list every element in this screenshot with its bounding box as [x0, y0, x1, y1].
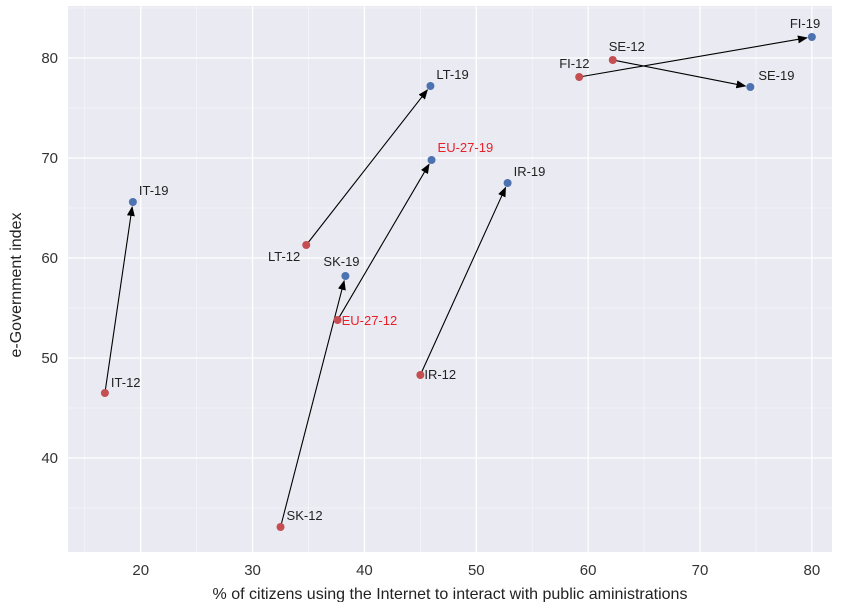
arrow-fi-12-to-fi-19	[582, 35, 808, 78]
point-label-se-12: SE-12	[609, 39, 645, 54]
point-label-sk-19: SK-19	[323, 254, 359, 269]
x-tick-label: 70	[692, 562, 709, 579]
point-labels: IT-12 IT-19 LT-12 LT-19 SK-12 SK-19 EU-27-12 EU…	[111, 16, 820, 523]
y-tick-label: 80	[41, 50, 58, 67]
tick-labels: 20 30 40 50 60 70 80 40 50 60 70 80	[41, 50, 820, 579]
point-ir-19	[503, 179, 512, 187]
point-label-sk-12: SK-12	[287, 508, 323, 523]
point-label-lt-12: LT-12	[268, 249, 300, 264]
arrow-ir-12-to-ir-19	[421, 186, 507, 373]
point-eu-27-12	[333, 316, 342, 324]
point-sk-19	[341, 272, 350, 280]
arrow-se-12-to-se-19	[615, 60, 747, 89]
point-label-se-19: SE-19	[758, 68, 794, 83]
x-tick-label: 50	[468, 562, 485, 579]
point-label-it-19: IT-19	[139, 183, 169, 198]
y-tick-label: 40	[41, 450, 58, 467]
point-label-fi-12: FI-12	[559, 56, 589, 71]
point-se-12	[608, 56, 617, 64]
point-label-fi-19: FI-19	[790, 16, 820, 31]
x-axis-label: % of citizens using the Internet to inte…	[213, 586, 688, 602]
arrow-eu-27-12-to-eu-27-19	[338, 163, 430, 318]
x-tick-label: 60	[580, 562, 597, 579]
point-it-19	[128, 198, 137, 206]
arrow-lt-12-to-lt-19	[307, 89, 428, 243]
point-label-it-12: IT-12	[111, 375, 141, 390]
y-tick-label: 60	[41, 250, 58, 267]
point-sk-12	[276, 523, 285, 531]
grid	[68, 6, 832, 552]
y-tick-label: 50	[41, 350, 58, 367]
point-label-eu-27-12: EU-27-12	[342, 313, 398, 328]
point-fi-12	[575, 73, 584, 81]
data-points	[100, 33, 816, 531]
x-tick-label: 80	[804, 562, 821, 579]
y-axis-label: e-Government index	[8, 213, 25, 358]
arrows	[104, 35, 808, 525]
point-eu-27-19	[427, 156, 436, 164]
x-tick-label: 30	[244, 562, 261, 579]
point-ir-12	[416, 371, 425, 379]
x-tick-label: 40	[356, 562, 373, 579]
arrow-sk-12-to-sk-19	[280, 279, 346, 525]
point-label-eu-27-19: EU-27-19	[438, 140, 494, 155]
point-se-19	[746, 83, 755, 91]
point-lt-12	[302, 241, 311, 249]
point-it-12	[100, 389, 109, 397]
point-lt-19	[426, 82, 435, 90]
plot-area	[68, 6, 832, 552]
arrow-it-12-to-it-19	[104, 205, 135, 391]
x-tick-label: 20	[132, 562, 149, 579]
point-label-ir-12: IR-12	[424, 367, 456, 382]
point-fi-19	[807, 33, 816, 41]
point-label-lt-19: LT-19	[436, 67, 468, 82]
y-tick-label: 70	[41, 150, 58, 167]
point-label-ir-19: IR-19	[514, 164, 546, 179]
